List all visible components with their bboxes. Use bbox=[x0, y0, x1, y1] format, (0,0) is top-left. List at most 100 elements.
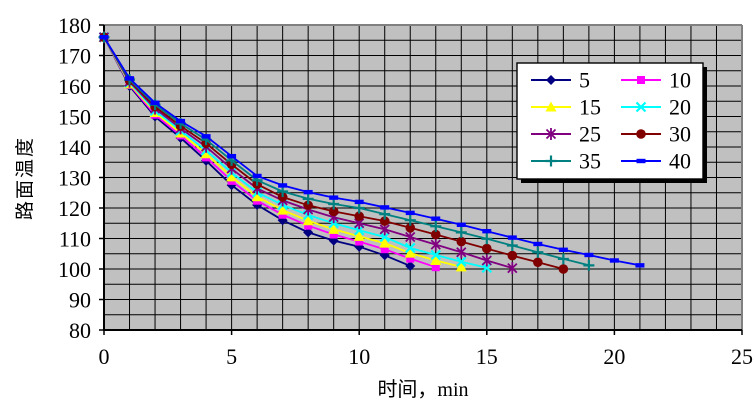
x-tick-label: 5 bbox=[226, 344, 237, 369]
series-5-marker-diamond bbox=[303, 227, 314, 238]
series-35-marker-plus bbox=[430, 220, 442, 232]
series-10-marker-square bbox=[380, 245, 389, 254]
series-35-marker-plus bbox=[557, 253, 569, 265]
series-35-marker-plus bbox=[583, 259, 595, 271]
series-25-marker-asterisk bbox=[481, 254, 492, 267]
series-40-marker-dash bbox=[99, 35, 109, 40]
series-15-marker-triangle bbox=[430, 254, 442, 265]
legend-entry-30: 30 bbox=[621, 122, 691, 147]
series-15-marker-triangle bbox=[404, 247, 416, 258]
series-10-marker-square bbox=[329, 230, 338, 239]
series-25-marker-asterisk bbox=[405, 230, 416, 243]
series-35-marker-plus bbox=[532, 246, 544, 258]
series-40-marker-dash bbox=[125, 76, 135, 81]
x-tick-label: 10 bbox=[348, 344, 370, 369]
series-40-marker-dash bbox=[201, 134, 211, 139]
series-line-10 bbox=[103, 36, 437, 269]
series-35-marker-plus bbox=[302, 193, 314, 205]
series-40-marker-dash bbox=[431, 216, 441, 221]
y-tick-label: 120 bbox=[58, 196, 91, 221]
y-tick-label: 130 bbox=[58, 166, 91, 191]
y-axis-title: 路面温度 bbox=[14, 136, 36, 220]
y-tick-label: 80 bbox=[69, 318, 91, 343]
series-25-marker-asterisk bbox=[507, 262, 518, 275]
series-30-marker-circle bbox=[405, 223, 416, 233]
y-tick-label: 180 bbox=[58, 13, 91, 38]
series-30-marker-circle bbox=[456, 236, 467, 247]
series-30-marker-circle bbox=[430, 229, 441, 240]
series-line-20 bbox=[103, 36, 488, 269]
series-20-marker-x bbox=[379, 231, 390, 243]
x-axis-title: 时间，min bbox=[377, 378, 468, 401]
series-15-marker-triangle bbox=[302, 215, 314, 226]
series-10-marker-square bbox=[406, 254, 415, 263]
series-20-marker-x bbox=[404, 242, 416, 254]
series-10-marker-square bbox=[355, 237, 364, 246]
series-30-marker-circle bbox=[533, 257, 543, 268]
legend-label: 20 bbox=[669, 95, 691, 120]
series-30-marker-circle bbox=[354, 211, 365, 222]
series-35-marker-plus bbox=[277, 186, 289, 198]
y-tick-label: 100 bbox=[58, 257, 91, 282]
legend-marker-plus bbox=[545, 155, 557, 167]
legend-box bbox=[516, 62, 704, 180]
series-40-marker-dash bbox=[176, 118, 186, 124]
series-15-marker-triangle bbox=[328, 223, 340, 234]
series-40-marker-dash bbox=[405, 210, 415, 216]
legend-entry-40: 40 bbox=[621, 149, 691, 174]
legend-label: 25 bbox=[579, 122, 601, 147]
series-40-marker-dash bbox=[227, 153, 237, 159]
series-30-marker-circle bbox=[379, 216, 390, 226]
series-40-marker-dash bbox=[380, 205, 390, 210]
series-25-marker-asterisk bbox=[456, 246, 467, 259]
x-tick-label: 25 bbox=[731, 344, 753, 369]
series-25-marker-asterisk bbox=[430, 238, 441, 251]
series-35-marker-plus bbox=[455, 226, 467, 238]
y-tick-label: 170 bbox=[58, 44, 91, 69]
series-15-marker-triangle bbox=[455, 261, 467, 272]
series-30-marker-circle bbox=[303, 200, 313, 211]
series-30-marker-circle bbox=[507, 250, 518, 261]
series-40-marker-dash bbox=[558, 247, 568, 252]
legend-entry-10: 10 bbox=[621, 68, 691, 93]
legend-marker-asterisk bbox=[545, 128, 557, 140]
series-40-marker-dash bbox=[329, 195, 339, 200]
series-40-marker-dash bbox=[456, 222, 466, 227]
y-tick-label: 140 bbox=[58, 135, 91, 160]
series-15-marker-triangle bbox=[277, 204, 289, 215]
series-5-marker-diamond bbox=[405, 260, 416, 271]
legend-marker-x bbox=[635, 101, 647, 113]
series-40-marker-dash bbox=[533, 241, 543, 247]
series-40-marker-dash bbox=[303, 189, 313, 195]
y-tick-label: 160 bbox=[58, 74, 91, 99]
series-35-marker-plus bbox=[379, 208, 391, 220]
series-15-marker-triangle bbox=[226, 171, 238, 182]
y-tick-label: 110 bbox=[59, 227, 91, 252]
legend-label: 35 bbox=[579, 149, 601, 174]
series-40-marker-dash bbox=[609, 258, 619, 263]
legend-entry-35: 35 bbox=[531, 149, 601, 174]
legend-label: 10 bbox=[669, 68, 691, 93]
y-tick-label: 150 bbox=[58, 105, 91, 130]
series-30-marker-circle bbox=[328, 206, 339, 217]
legend-label: 40 bbox=[669, 149, 691, 174]
legend-marker-circle bbox=[636, 129, 646, 139]
series-40-marker-dash bbox=[507, 235, 517, 240]
legend-entry-25: 25 bbox=[531, 122, 601, 147]
legend-entry-5: 5 bbox=[531, 68, 590, 93]
legend-label: 15 bbox=[579, 95, 601, 120]
series-30-marker-circle bbox=[558, 264, 569, 274]
series-40-marker-dash bbox=[150, 100, 160, 105]
x-tick-label: 0 bbox=[99, 344, 110, 369]
legend-marker-dash bbox=[636, 158, 646, 164]
legend-label: 5 bbox=[579, 68, 590, 93]
legend-marker-triangle bbox=[545, 101, 557, 112]
series-15-marker-triangle bbox=[379, 237, 391, 248]
series-35-marker-plus bbox=[506, 240, 518, 252]
series-40-marker-dash bbox=[252, 173, 262, 179]
series-15-marker-triangle bbox=[251, 191, 263, 202]
y-tick-label: 90 bbox=[69, 288, 91, 313]
series-40-marker-dash bbox=[584, 252, 594, 258]
series-10-marker-square bbox=[431, 263, 440, 272]
